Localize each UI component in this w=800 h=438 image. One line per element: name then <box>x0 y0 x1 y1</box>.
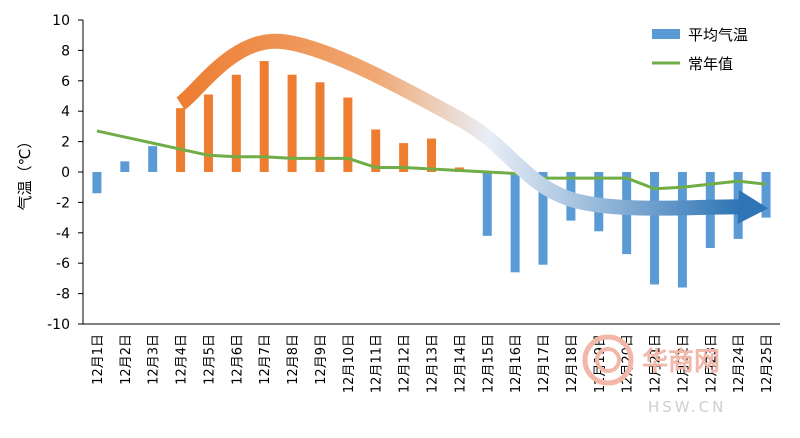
x-tick-label: 12月7日 <box>258 334 273 385</box>
x-tick-label: 12月25日 <box>760 334 775 393</box>
x-tick-label: 12月15日 <box>481 334 496 393</box>
x-tick-label: 12月10日 <box>342 334 357 393</box>
x-tick-label: 12月22日 <box>676 334 691 393</box>
bar <box>510 172 520 273</box>
x-ticks: 12月1日 12月2日 12月3日 12月4日 12月5日 12月6日 12月7日 12月8日… <box>91 334 775 393</box>
y-tick-label: -8 <box>56 287 70 303</box>
x-tick-label: 12月6日 <box>230 334 245 385</box>
legend-label-bar: 平均气温 <box>688 26 748 44</box>
watermark: 华商网 HSW.CN <box>582 334 726 416</box>
bar <box>677 172 687 288</box>
bar <box>371 129 381 172</box>
trend-arrow-head <box>737 189 769 224</box>
watermark-text: 华商网 <box>642 346 720 377</box>
x-tick-label: 12月23日 <box>704 334 719 393</box>
bar <box>148 146 158 172</box>
x-tick-label: 12月11日 <box>370 334 385 393</box>
x-tick-label: 12月24日 <box>732 334 747 393</box>
bar <box>287 74 297 172</box>
watermark-sub: HSW.CN <box>648 398 726 416</box>
bar <box>120 161 130 172</box>
x-tick-label: 12月2日 <box>119 334 134 385</box>
x-tick-label: 12月14日 <box>453 334 468 393</box>
normal-value-line <box>96 129 767 191</box>
y-axis-label: 气温（℃） <box>16 134 34 211</box>
bar <box>482 172 492 236</box>
bar <box>427 138 436 172</box>
x-tick-label: 12月1日 <box>91 334 106 385</box>
bar <box>259 61 269 172</box>
y-tick-label: 2 <box>61 135 70 151</box>
x-tick-label: 12月4日 <box>175 334 190 385</box>
bar <box>761 172 771 218</box>
watermark-logo-outer <box>582 334 634 386</box>
y-tick-label: -4 <box>56 226 70 242</box>
bar <box>538 172 548 265</box>
x-tick-label: 12月17日 <box>537 334 552 393</box>
bar <box>92 172 102 194</box>
y-tick-label: 6 <box>61 74 70 90</box>
bar <box>343 97 353 172</box>
x-tick-label: 12月3日 <box>147 334 162 385</box>
y-tick-label: -10 <box>47 317 70 333</box>
y-tick-label: 8 <box>61 43 70 59</box>
line-series <box>96 129 767 191</box>
y-tick-label: 0 <box>61 165 70 181</box>
bar <box>176 108 186 172</box>
trend-arrow-body <box>176 33 739 216</box>
x-tick-label: 12月21日 <box>649 334 664 393</box>
y-ticks: -10 -8 -6 -4 -2 0 2 4 6 8 10 <box>47 13 83 333</box>
trend-arrow <box>176 33 769 224</box>
bar <box>315 82 325 172</box>
legend-label-line: 常年值 <box>688 55 733 73</box>
bar <box>650 172 660 285</box>
x-tick-label: 12月12日 <box>398 334 413 393</box>
watermark-logo-inner <box>595 347 621 373</box>
bar <box>399 143 409 172</box>
legend-swatch-bar <box>652 29 680 39</box>
x-tick-label: 12月16日 <box>509 334 524 393</box>
bar <box>231 74 241 172</box>
y-tick-label: -2 <box>56 195 70 211</box>
x-tick-label: 12月13日 <box>426 334 441 393</box>
x-tick-label: 12月9日 <box>314 334 329 385</box>
y-tick-label: -6 <box>56 256 70 272</box>
y-tick-label: 10 <box>52 13 70 29</box>
x-tick-label: 12月8日 <box>286 334 301 385</box>
bar <box>203 94 213 172</box>
x-tick-label: 12月5日 <box>202 334 217 385</box>
y-tick-label: 4 <box>61 104 70 120</box>
x-tick-label: 12月18日 <box>565 334 580 393</box>
